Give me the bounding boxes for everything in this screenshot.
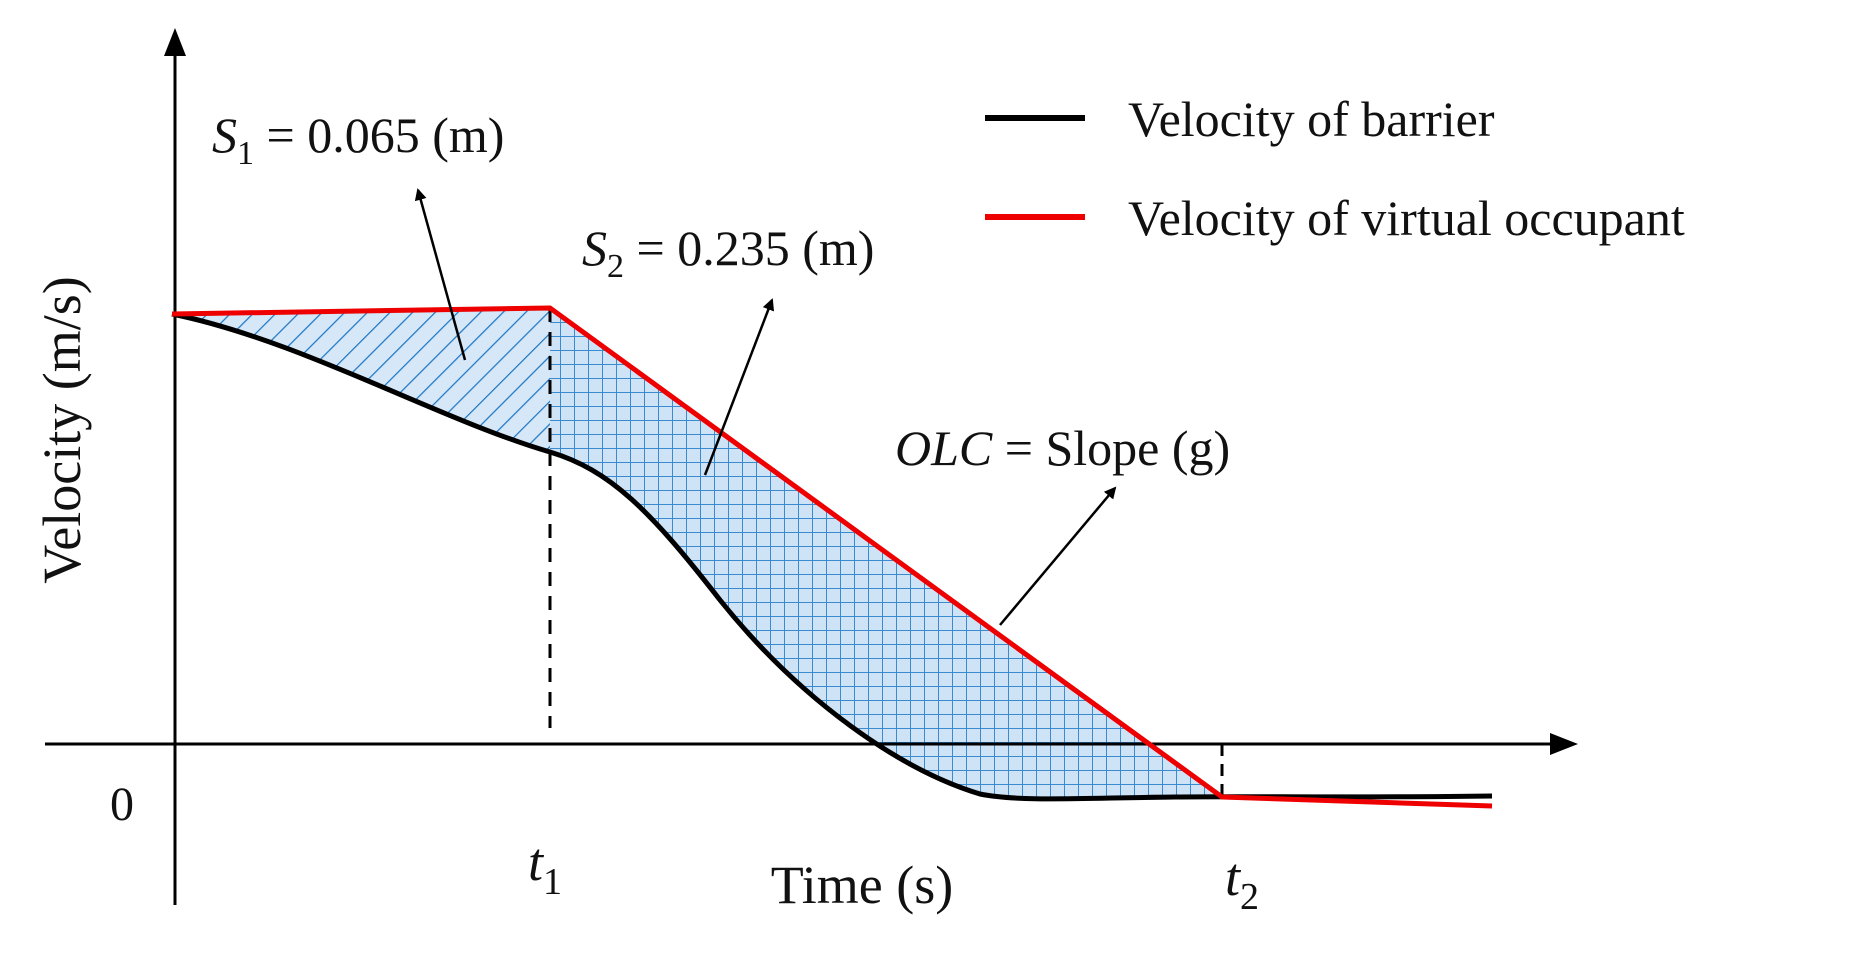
- x-axis-arrow: [1550, 733, 1578, 755]
- s1-rest: = 0.065 (m): [254, 107, 504, 163]
- t1-sub: 1: [543, 861, 562, 903]
- y-axis-label: Velocity (m/s): [32, 276, 92, 583]
- annotation-olc: OLC = Slope (g): [895, 420, 1230, 476]
- t1-base: t: [528, 832, 545, 892]
- olc-rest: = Slope (g): [992, 420, 1230, 476]
- s1-var: S: [212, 107, 237, 163]
- s2-var: S: [582, 220, 607, 276]
- t2-base: t: [1225, 847, 1242, 907]
- series-line-barrier: [171, 311, 1493, 802]
- y-axis-arrow: [164, 28, 186, 56]
- series-line-occupant: [171, 305, 1493, 809]
- annotation-s2: S2 = 0.235 (m): [582, 220, 874, 285]
- arrow-olc: [999, 486, 1117, 626]
- s1-sub: 1: [237, 135, 254, 172]
- x-axis-label: Time (s): [771, 855, 954, 915]
- tick-label-t1: t1: [528, 832, 562, 903]
- s2-rest: = 0.235 (m): [624, 220, 874, 276]
- legend-label-occupant: Velocity of virtual occupant: [1128, 190, 1685, 246]
- olc-var: OLC: [895, 420, 993, 476]
- legend-label-barrier: Velocity of barrier: [1128, 91, 1495, 147]
- t2-sub: 2: [1240, 876, 1259, 918]
- origin-label: 0: [110, 778, 134, 831]
- arrow-s2: [703, 298, 775, 476]
- s2-sub: 2: [607, 248, 624, 285]
- arrow-s1: [414, 188, 467, 361]
- tick-label-t2: t2: [1225, 847, 1259, 918]
- annotation-s1: S1 = 0.065 (m): [212, 107, 504, 172]
